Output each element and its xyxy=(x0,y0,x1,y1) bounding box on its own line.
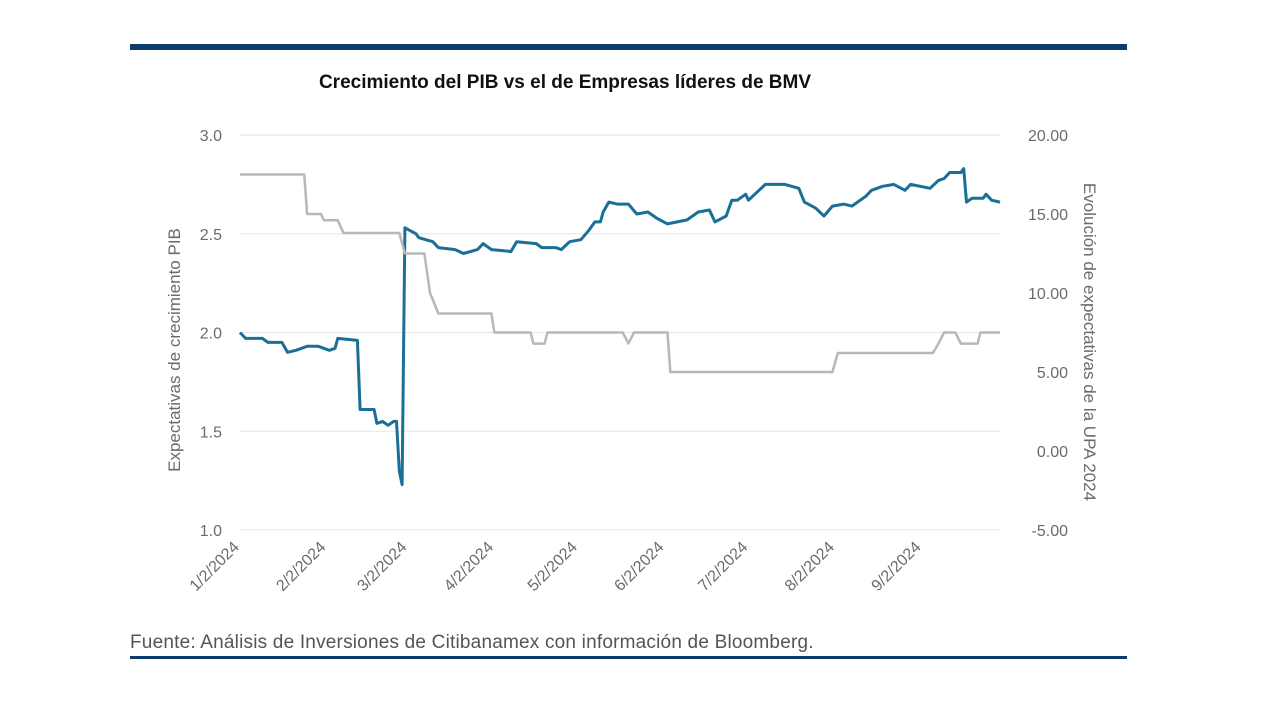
series-lines xyxy=(238,167,1001,487)
top-rule xyxy=(130,44,1127,50)
right-axis-title: Evolución de expectativas de la UPA 2024 xyxy=(1080,183,1099,501)
left-tick-label: 2.0 xyxy=(200,326,222,343)
left-tick-label: 1.5 xyxy=(200,424,222,441)
left-tick-label: 1.0 xyxy=(200,523,222,540)
right-tick-label: 0.00 xyxy=(1037,444,1068,461)
x-axis-ticks: 1/2/2024 2/2/2024 3/2/2024 4/2/2024 5/2/2024… xyxy=(187,539,925,595)
right-axis-ticks: 20.00 15.00 10.00 5.00 0.00 -5.00 xyxy=(1028,128,1068,540)
left-axis-ticks: 3.0 2.5 2.0 1.5 1.0 xyxy=(200,128,222,540)
x-tick-label: 8/2/2024 xyxy=(782,539,838,595)
right-tick-label: -5.00 xyxy=(1032,523,1069,540)
chart-title: Crecimiento del PIB vs el de Empresas lí… xyxy=(318,72,812,93)
left-tick-label: 3.0 xyxy=(200,128,222,145)
x-tick-label: 3/2/2024 xyxy=(354,539,410,595)
x-tick-label: 5/2/2024 xyxy=(525,539,581,595)
left-axis-title: Expectativas de crecimiento PIB xyxy=(165,228,184,472)
gdp-series-line xyxy=(238,167,1001,487)
x-tick-label: 9/2/2024 xyxy=(869,539,925,595)
x-tick-label: 2/2/2024 xyxy=(273,539,329,595)
bottom-rule xyxy=(130,656,1127,659)
x-tick-label: 7/2/2024 xyxy=(695,539,751,595)
x-tick-label: 1/2/2024 xyxy=(187,539,243,595)
source-note: Fuente: Análisis de Inversiones de Citib… xyxy=(130,632,814,653)
right-tick-label: 15.00 xyxy=(1028,207,1068,224)
right-tick-label: 5.00 xyxy=(1037,365,1068,382)
right-tick-label: 20.00 xyxy=(1028,128,1068,145)
left-tick-label: 2.5 xyxy=(200,227,222,244)
right-tick-label: 10.00 xyxy=(1028,286,1068,303)
x-tick-label: 6/2/2024 xyxy=(611,539,667,595)
eps-series-line xyxy=(240,173,1000,374)
x-tick-label: 4/2/2024 xyxy=(441,539,497,595)
